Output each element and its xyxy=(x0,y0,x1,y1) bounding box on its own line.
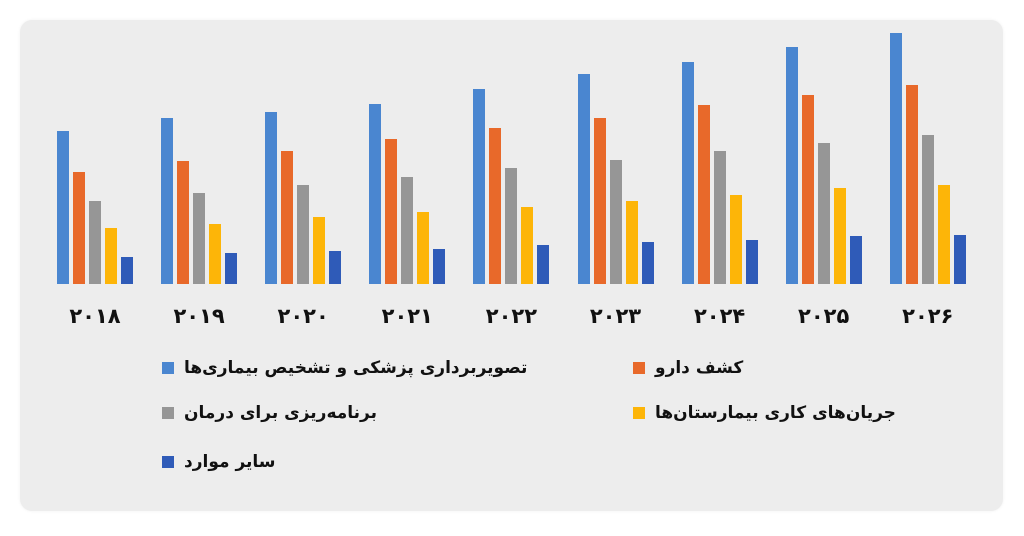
bar xyxy=(521,207,534,284)
bar xyxy=(681,62,694,284)
x-tick-label: ۲۰۲۳ xyxy=(589,304,642,328)
bar xyxy=(537,245,550,284)
bar xyxy=(577,74,590,284)
bar xyxy=(209,224,222,284)
legend-swatch-icon xyxy=(162,407,174,419)
bar xyxy=(625,201,638,284)
bar xyxy=(593,118,606,284)
legend-label: تصویربرداری پزشکی و تشخیص بیماری‌ها xyxy=(184,358,528,378)
legend-swatch-icon xyxy=(162,456,174,468)
bar xyxy=(433,249,446,284)
bar xyxy=(833,188,846,284)
legend-label: برنامه‌ریزی برای درمان xyxy=(184,403,378,423)
bar xyxy=(161,118,174,284)
bar xyxy=(193,193,206,284)
legend-item-treatment-planning: برنامه‌ریزی برای درمان xyxy=(162,401,377,425)
bar xyxy=(953,235,966,284)
x-tick-label: ۲۰۲۴ xyxy=(693,304,746,328)
legend-label: سایر موارد xyxy=(184,452,276,472)
bar xyxy=(849,236,862,284)
legend-item-medical-imaging: تصویربرداری پزشکی و تشخیص بیماری‌ها xyxy=(162,356,527,380)
bar xyxy=(385,139,398,284)
x-tick-label: ۲۰۲۱ xyxy=(381,304,433,328)
bar xyxy=(57,131,69,284)
bar xyxy=(473,89,486,284)
bar xyxy=(609,160,622,284)
bar xyxy=(121,257,133,284)
bar xyxy=(801,95,814,284)
bar xyxy=(505,168,518,284)
bar xyxy=(225,253,238,284)
bar xyxy=(265,112,278,284)
bar xyxy=(905,85,918,284)
bar xyxy=(73,172,85,284)
bar xyxy=(937,185,950,284)
bar xyxy=(89,201,101,284)
bar xyxy=(745,240,758,284)
x-tick-label: ۲۰۲۶ xyxy=(902,304,954,328)
bar xyxy=(105,228,117,284)
bar xyxy=(489,128,502,284)
bar xyxy=(401,177,414,284)
bar xyxy=(177,161,190,284)
bar xyxy=(329,251,342,284)
bar xyxy=(921,135,934,284)
bar xyxy=(281,151,294,284)
bar xyxy=(297,185,310,284)
x-tick-label: ۲۰۲۰ xyxy=(277,304,329,328)
x-tick-label: ۲۰۱۹ xyxy=(173,304,225,328)
bar xyxy=(889,33,902,284)
legend-swatch-icon xyxy=(633,362,645,374)
x-tick-label: ۲۰۱۸ xyxy=(69,304,121,328)
bar xyxy=(417,212,430,284)
legend-item-hospital-workflows: جریان‌های کاری بیمارستان‌ها xyxy=(633,401,896,425)
x-tick-label: ۲۰۲۲ xyxy=(485,304,538,328)
bar xyxy=(641,242,654,284)
legend-item-other: سایر موارد xyxy=(162,450,276,474)
legend-label: جریان‌های کاری بیمارستان‌ها xyxy=(655,403,896,423)
legend-item-drug-discovery: کشف دارو xyxy=(633,356,743,380)
legend-label: کشف دارو xyxy=(655,358,744,378)
bar xyxy=(713,151,726,284)
bar xyxy=(785,47,798,284)
bar xyxy=(729,195,742,284)
bar xyxy=(697,105,710,284)
legend-swatch-icon xyxy=(633,407,645,419)
bar xyxy=(817,143,830,284)
x-tick-label: ۲۰۲۵ xyxy=(798,304,850,328)
legend-swatch-icon xyxy=(162,362,174,374)
bar xyxy=(369,104,382,284)
bar xyxy=(313,217,326,284)
